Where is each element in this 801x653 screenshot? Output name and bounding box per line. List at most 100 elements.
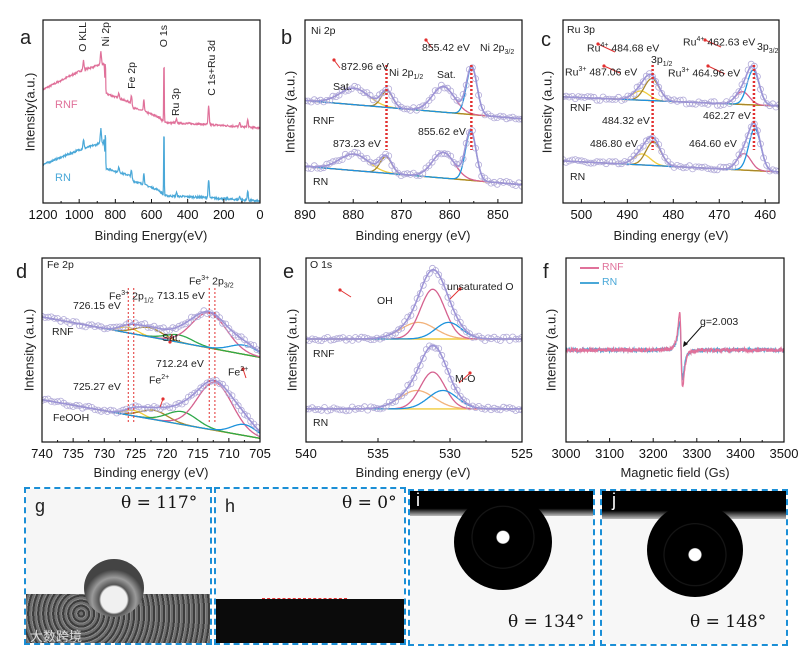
data-point xyxy=(732,158,740,166)
data-point xyxy=(76,322,83,330)
ann-486-80: 486.80 eV xyxy=(590,138,638,150)
data-point xyxy=(456,98,464,106)
series-label-rn: RN xyxy=(570,171,586,183)
series-label-rn: RN xyxy=(55,172,71,184)
data-point xyxy=(395,326,403,334)
title-d: Fe 2p xyxy=(47,259,74,271)
axes-frame-b xyxy=(304,19,523,204)
data-point xyxy=(222,384,230,392)
annotation-arrow xyxy=(449,288,461,300)
peak-label-ru3p: Ru 3p xyxy=(170,88,182,117)
ann-fe2-right: Fe2+ xyxy=(228,366,249,379)
data-point xyxy=(658,148,666,155)
droplet xyxy=(84,559,144,617)
droplet xyxy=(647,503,743,597)
data-point xyxy=(225,325,233,332)
plot-area-f xyxy=(566,311,784,388)
data-point xyxy=(367,403,375,411)
data-point xyxy=(701,163,709,171)
ann-713-15: 713.15 eV xyxy=(157,290,205,302)
ann-sat-1: Sat. xyxy=(333,81,352,93)
contact-angle-i: θ = 134° xyxy=(508,612,585,632)
data-point xyxy=(247,341,255,349)
axes-frame-c xyxy=(562,19,780,204)
axes-frame-a xyxy=(42,19,261,204)
data-point xyxy=(222,320,230,328)
ann-855-62: 855.62 eV xyxy=(418,126,466,138)
data-point xyxy=(503,178,510,185)
panel-letter-e: e xyxy=(283,261,295,283)
data-point xyxy=(335,157,343,164)
data-point xyxy=(324,407,332,415)
data-point xyxy=(234,402,242,410)
peak-label-fe2p: Fe 2p xyxy=(126,62,138,89)
ylabel-c: Intensity (a.u.) xyxy=(539,70,555,154)
panel-letter-i: i xyxy=(416,490,420,510)
data-point xyxy=(447,375,455,383)
data-point xyxy=(456,160,464,168)
data-point xyxy=(419,102,427,110)
x-tick-label: 710 xyxy=(218,446,240,461)
data-point xyxy=(518,406,522,414)
data-point xyxy=(441,360,449,368)
data-point xyxy=(578,157,585,165)
x-tick-label: 470 xyxy=(708,207,730,222)
data-point xyxy=(410,374,418,382)
data-point xyxy=(500,333,507,341)
annotation-arrow xyxy=(425,39,433,49)
x-tick-label: 860 xyxy=(439,207,461,222)
peak-label-o-kll: O KLL xyxy=(77,22,89,52)
x-tick-label: 1200 xyxy=(29,207,58,222)
data-point xyxy=(401,389,409,397)
x-tick-label: 540 xyxy=(295,446,317,461)
x-tick-label: 400 xyxy=(177,207,199,222)
g-arrow-head xyxy=(683,341,688,347)
ann-fe3-2p12: Fe3+ 2p1/2 xyxy=(109,290,154,305)
data-point xyxy=(216,380,223,387)
ylabel-f: Intensity (a.u.) xyxy=(543,308,559,392)
panel-letter-d: d xyxy=(16,261,28,283)
data-point xyxy=(85,402,93,410)
ann-464-60: 464.60 eV xyxy=(689,138,737,150)
annotation-arrow-head xyxy=(706,64,710,68)
envelope-fit xyxy=(42,310,260,353)
annotation-arrow-head xyxy=(458,287,462,291)
x-tick-label: 530 xyxy=(439,446,461,461)
data-point xyxy=(518,182,522,190)
panel-letter-b: b xyxy=(281,27,293,49)
panel-letter-h: h xyxy=(225,496,236,516)
ann-ni2p32: Ni 2p3/2 xyxy=(480,42,515,57)
x-tick-label: 850 xyxy=(487,207,509,222)
ann-ru3-487-06: Ru3+ 487.06 eV xyxy=(565,66,638,79)
contact-angle-image-j xyxy=(600,489,788,646)
data-point xyxy=(327,336,335,344)
x-tick-label: 740 xyxy=(31,446,53,461)
x-tick-label: 3200 xyxy=(639,446,668,461)
x-tick-label: 720 xyxy=(156,446,178,461)
data-point xyxy=(444,367,452,375)
title-e: O 1s xyxy=(310,259,333,271)
data-point xyxy=(360,155,368,163)
data-point xyxy=(388,399,396,406)
xlabel-d: Binding energy (eV) xyxy=(93,465,209,480)
panel-letter-j: j xyxy=(612,490,616,510)
data-point xyxy=(397,172,405,180)
data-point xyxy=(593,96,601,104)
data-point xyxy=(320,98,328,106)
data-point xyxy=(450,308,458,316)
ann-ru4-484-68: Ru4+ 484.68 eV xyxy=(587,42,660,55)
data-point xyxy=(642,137,650,145)
envelope-fit xyxy=(305,128,522,186)
data-point xyxy=(438,351,446,359)
data-point xyxy=(435,271,443,279)
peak-label-ni2p: Ni 2p xyxy=(100,22,112,47)
series-label-rnf: RNF xyxy=(313,348,335,360)
xlabel-a: Binding Energy(eV) xyxy=(94,228,208,243)
legend-rn: RN xyxy=(602,276,618,288)
series-label-rnf: RNF xyxy=(570,102,592,114)
data-point xyxy=(571,156,579,164)
data-point xyxy=(150,403,158,410)
data-point xyxy=(710,166,718,174)
annotation-arrow-head xyxy=(332,58,336,62)
ann-sat: Sat. xyxy=(162,332,181,344)
